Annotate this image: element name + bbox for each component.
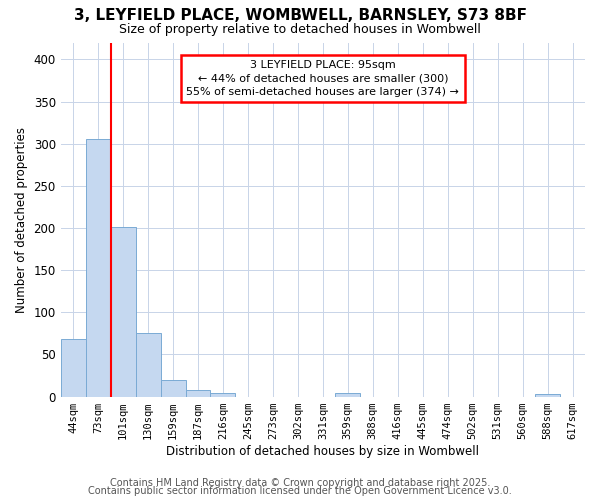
Text: 3, LEYFIELD PLACE, WOMBWELL, BARNSLEY, S73 8BF: 3, LEYFIELD PLACE, WOMBWELL, BARNSLEY, S… [74, 8, 527, 22]
Text: 3 LEYFIELD PLACE: 95sqm
← 44% of detached houses are smaller (300)
55% of semi-d: 3 LEYFIELD PLACE: 95sqm ← 44% of detache… [187, 60, 459, 96]
Bar [161, 380, 185, 396]
Bar [211, 393, 235, 396]
Text: Contains public sector information licensed under the Open Government Licence v3: Contains public sector information licen… [88, 486, 512, 496]
Bar [86, 140, 110, 396]
Text: Contains HM Land Registry data © Crown copyright and database right 2025.: Contains HM Land Registry data © Crown c… [110, 478, 490, 488]
Bar [185, 390, 211, 396]
Bar [61, 340, 86, 396]
Text: Size of property relative to detached houses in Wombwell: Size of property relative to detached ho… [119, 22, 481, 36]
Bar [535, 394, 560, 396]
X-axis label: Distribution of detached houses by size in Wombwell: Distribution of detached houses by size … [166, 444, 479, 458]
Bar [110, 227, 136, 396]
Bar [136, 332, 161, 396]
Bar [335, 393, 360, 396]
Y-axis label: Number of detached properties: Number of detached properties [15, 126, 28, 312]
